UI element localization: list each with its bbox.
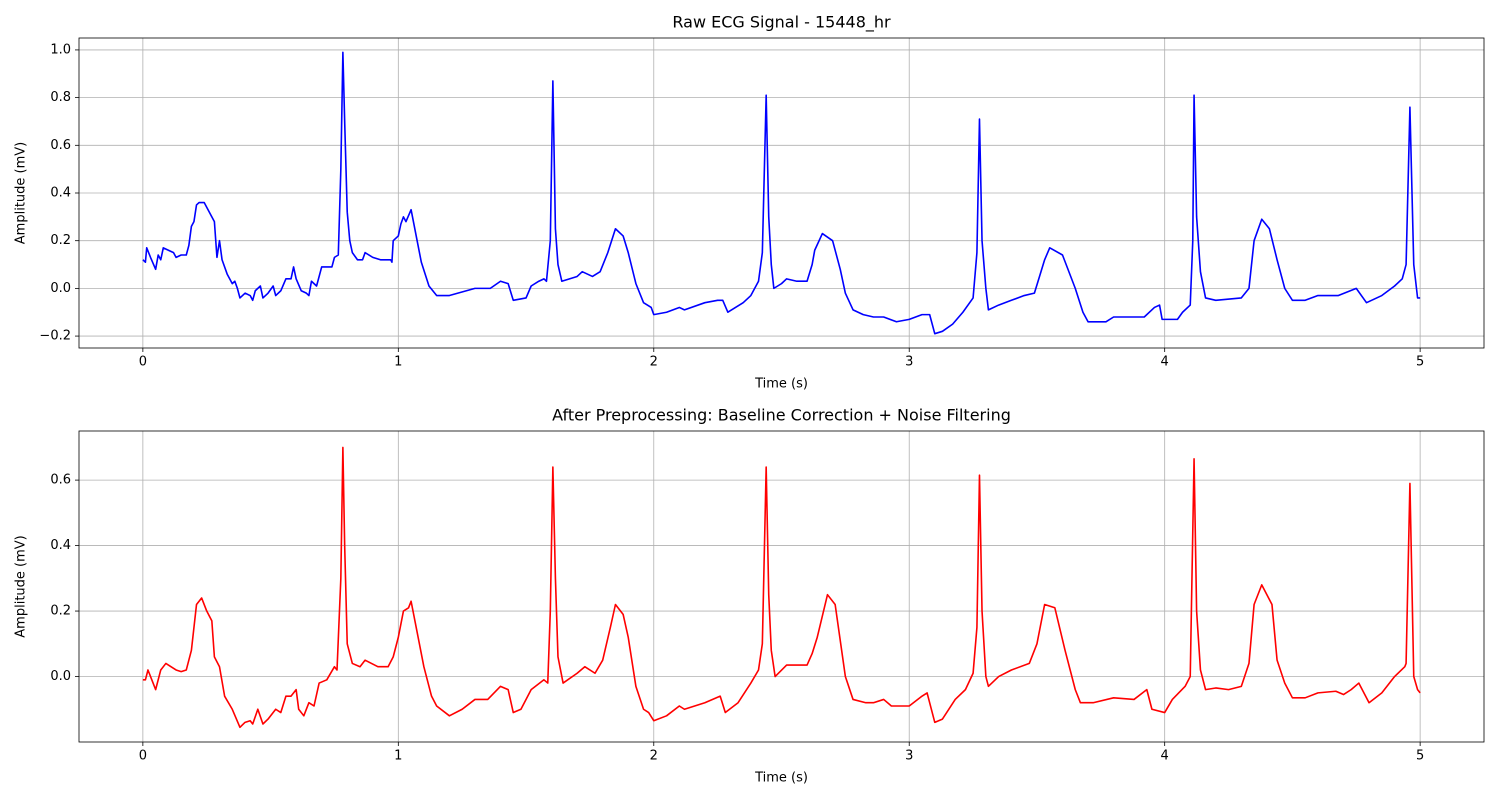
x-tick-label: 3 <box>905 355 913 370</box>
signal-line <box>142 446 1421 729</box>
x-tick-label: 3 <box>905 749 913 764</box>
y-tick-label: 0.0 <box>50 669 71 684</box>
axes-frame <box>78 37 1485 349</box>
y-tick-label: 0.6 <box>50 473 71 488</box>
y-axis-label: Amplitude (mV) <box>14 535 29 637</box>
x-tick-label: 4 <box>1161 749 1169 764</box>
x-tick-label: 4 <box>1161 355 1169 370</box>
signal-line <box>142 51 1421 335</box>
y-tick-label: −0.2 <box>39 329 71 344</box>
y-tick-label: 0.0 <box>50 281 71 296</box>
x-tick-label: 1 <box>394 355 402 370</box>
x-tick-label: 2 <box>650 355 658 370</box>
y-tick-label: 1.0 <box>50 42 71 57</box>
x-axis-label: Time (s) <box>754 377 808 392</box>
axes-frame <box>78 430 1485 743</box>
y-tick-label: 0.2 <box>50 604 71 619</box>
x-tick-label: 0 <box>139 355 147 370</box>
x-axis-label: Time (s) <box>754 771 808 786</box>
chart-title: After Preprocessing: Baseline Correction… <box>552 406 1011 425</box>
x-tick-label: 2 <box>650 749 658 764</box>
y-axis-label: Amplitude (mV) <box>14 142 29 244</box>
chart-title: Raw ECG Signal - 15448_hr <box>672 13 891 33</box>
x-tick-label: 5 <box>1416 355 1424 370</box>
y-tick-label: 0.4 <box>50 186 71 201</box>
x-tick-label: 1 <box>394 749 402 764</box>
x-tick-label: 0 <box>139 749 147 764</box>
y-tick-label: 0.6 <box>50 138 71 153</box>
x-tick-label: 5 <box>1416 749 1424 764</box>
y-tick-label: 0.2 <box>50 233 71 248</box>
y-tick-label: 0.8 <box>50 90 71 105</box>
y-tick-label: 0.4 <box>50 538 71 553</box>
